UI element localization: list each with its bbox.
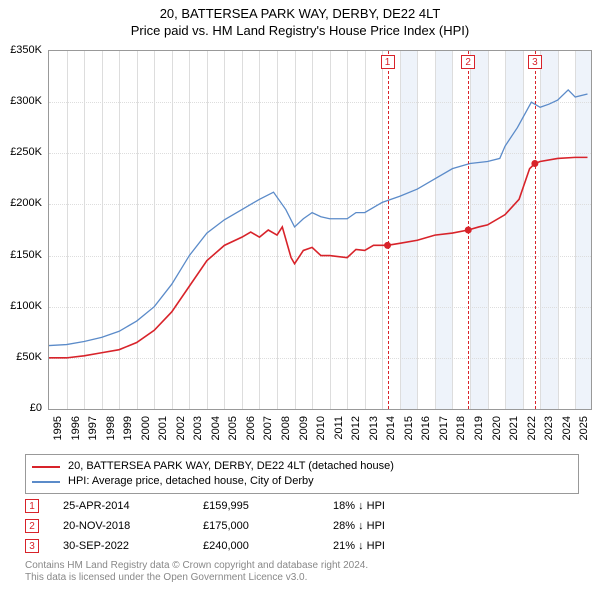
x-axis: 1995 1996 1997 1998 1999 2000 2001 2002 2003 2004…	[48, 412, 592, 452]
sale-date: 30-SEP-2022	[63, 540, 203, 552]
x-tick-label: 2020	[491, 416, 503, 440]
event-marker-line	[388, 51, 389, 409]
chart-svg	[49, 51, 591, 409]
event-marker-badge: 1	[381, 55, 395, 69]
sale-diff: 21% ↓ HPI	[333, 540, 385, 552]
chart-plot-area: 1 2 3	[48, 50, 592, 410]
x-tick-label: 2003	[192, 416, 204, 440]
sale-row: 2 20-NOV-2018£175,00028% ↓ HPI	[25, 516, 579, 536]
y-tick-label: £350K	[10, 44, 42, 56]
series-price-paid	[388, 230, 469, 245]
x-tick-label: 2018	[455, 416, 467, 440]
sale-date: 20-NOV-2018	[63, 520, 203, 532]
x-tick-label: 2019	[473, 416, 485, 440]
x-tick-label: 2002	[175, 416, 187, 440]
legend-swatch	[32, 481, 60, 483]
sale-price: £175,000	[203, 520, 333, 532]
x-tick-label: 1998	[105, 416, 117, 440]
footer-line1: Contains HM Land Registry data © Crown c…	[25, 560, 579, 572]
x-tick-label: 2021	[508, 416, 520, 440]
x-tick-label: 1996	[70, 416, 82, 440]
chart-container: { "title": { "line1": "20, BATTERSEA PAR…	[0, 0, 600, 590]
footer-attribution: Contains HM Land Registry data © Crown c…	[25, 560, 579, 584]
sale-diff: 18% ↓ HPI	[333, 500, 385, 512]
legend: 20, BATTERSEA PARK WAY, DERBY, DE22 4LT …	[25, 454, 579, 494]
sale-badge: 1	[25, 499, 39, 513]
y-tick-label: £250K	[10, 146, 42, 158]
series-price-paid	[535, 157, 588, 163]
series-price-paid	[468, 164, 535, 230]
x-tick-label: 2016	[420, 416, 432, 440]
legend-item: HPI: Average price, detached house, City…	[32, 474, 572, 489]
sale-row: 3 30-SEP-2022£240,00021% ↓ HPI	[25, 536, 579, 556]
y-tick-label: £0	[30, 402, 42, 414]
y-tick-label: £150K	[10, 249, 42, 261]
footer-line2: This data is licensed under the Open Gov…	[25, 572, 579, 584]
x-tick-label: 2013	[368, 416, 380, 440]
title-address: 20, BATTERSEA PARK WAY, DERBY, DE22 4LT	[0, 6, 600, 21]
legend-item: 20, BATTERSEA PARK WAY, DERBY, DE22 4LT …	[32, 459, 572, 474]
x-tick-label: 2009	[298, 416, 310, 440]
sale-price: £240,000	[203, 540, 333, 552]
x-tick-label: 2010	[315, 416, 327, 440]
x-tick-label: 2012	[350, 416, 362, 440]
x-tick-label: 2004	[210, 416, 222, 440]
x-tick-label: 2014	[385, 416, 397, 440]
x-tick-label: 1999	[122, 416, 134, 440]
legend-label: 20, BATTERSEA PARK WAY, DERBY, DE22 4LT …	[68, 459, 394, 474]
x-tick-label: 2007	[262, 416, 274, 440]
y-axis: £0£50K£100K£150K£200K£250K£300K£350K	[0, 50, 44, 410]
title-subtitle: Price paid vs. HM Land Registry's House …	[0, 23, 600, 38]
x-tick-label: 1997	[87, 416, 99, 440]
x-tick-label: 2015	[403, 416, 415, 440]
x-tick-label: 2011	[333, 416, 345, 440]
x-tick-label: 2025	[578, 416, 590, 440]
sale-badge: 2	[25, 519, 39, 533]
y-tick-label: £100K	[10, 300, 42, 312]
legend-label: HPI: Average price, detached house, City…	[68, 474, 314, 489]
x-tick-label: 2022	[526, 416, 538, 440]
sale-badge: 3	[25, 539, 39, 553]
y-tick-label: £300K	[10, 95, 42, 107]
sale-price: £159,995	[203, 500, 333, 512]
x-tick-label: 2000	[140, 416, 152, 440]
x-tick-label: 2023	[543, 416, 555, 440]
x-tick-label: 2008	[280, 416, 292, 440]
sales-table: 1 25-APR-2014£159,99518% ↓ HPI 2 20-NOV-201…	[25, 496, 579, 556]
x-tick-label: 2017	[438, 416, 450, 440]
legend-swatch	[32, 466, 60, 468]
event-marker-badge: 2	[461, 55, 475, 69]
y-tick-label: £50K	[16, 351, 42, 363]
x-tick-label: 2024	[561, 416, 573, 440]
x-tick-label: 2005	[227, 416, 239, 440]
event-marker-line	[468, 51, 469, 409]
sale-row: 1 25-APR-2014£159,99518% ↓ HPI	[25, 496, 579, 516]
x-tick-label: 1995	[52, 416, 64, 440]
sale-date: 25-APR-2014	[63, 500, 203, 512]
series-hpi	[49, 90, 587, 346]
x-tick-label: 2006	[245, 416, 257, 440]
event-marker-badge: 3	[528, 55, 542, 69]
sale-diff: 28% ↓ HPI	[333, 520, 385, 532]
y-tick-label: £200K	[10, 197, 42, 209]
x-tick-label: 2001	[157, 416, 169, 440]
title-block: 20, BATTERSEA PARK WAY, DERBY, DE22 4LT …	[0, 0, 600, 38]
event-marker-line	[535, 51, 536, 409]
